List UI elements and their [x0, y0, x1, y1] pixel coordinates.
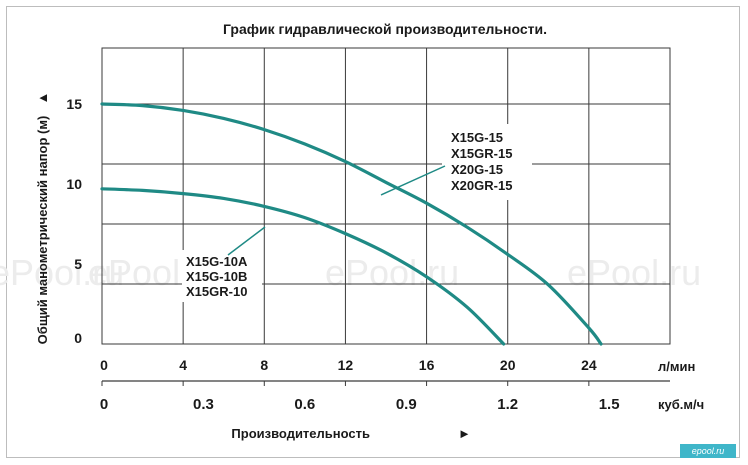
x-tick-label-lmin: 4 — [179, 357, 187, 373]
x-tick-label-m3h: 1.2 — [497, 396, 518, 413]
grid-layer — [101, 47, 671, 386]
series-label-text: X15G-15 — [451, 130, 503, 145]
x-tick-label-m3h: 0 — [100, 396, 108, 413]
chart-frame — [6, 6, 740, 458]
x-unit-lmin: л/мин — [658, 359, 695, 374]
site-badge: epool.ru — [680, 444, 736, 458]
x-tick-label-lmin: 8 — [260, 357, 268, 373]
series-leader-line — [227, 226, 266, 256]
x-tick-label-lmin: 12 — [338, 357, 354, 373]
x-tick-label-m3h: 1.5 — [599, 396, 620, 413]
series-label-text: X15G-10A — [186, 254, 248, 269]
series-label-text: X15GR-15 — [451, 146, 512, 161]
site-badge-text: epool.ru — [692, 446, 725, 456]
curve-series-2 — [100, 187, 506, 346]
chart-title: График гидравлической производительности… — [223, 21, 547, 37]
series-label-text: X20G-15 — [451, 162, 503, 177]
x-tick-label-lmin: 16 — [419, 357, 435, 373]
y-tick-labels: 0 5 10 15 — [66, 96, 82, 346]
y-axis-title-group: Общий манометрический напор (м) — [35, 116, 50, 345]
x-tick-labels: 0 4 8 12 16 20 24 0 0.3 0.6 0.9 1.2 1.5 — [100, 357, 620, 413]
series-leader-line — [380, 165, 446, 196]
x-axis-arrow: ► — [458, 426, 471, 441]
x-tick-label-m3h: 0.9 — [396, 396, 417, 413]
series-label-text: X15GR-10 — [186, 284, 247, 299]
x-tick-label-lmin: 24 — [581, 357, 597, 373]
series-label-text: X20GR-15 — [451, 178, 512, 193]
series-label-text: X15G-10B — [186, 269, 247, 284]
y-axis-title: Общий манометрический напор (м) — [35, 116, 50, 345]
x-tick-label-lmin: 20 — [500, 357, 516, 373]
curves-layer — [100, 102, 603, 346]
x-tick-label-m3h: 0.6 — [294, 396, 315, 413]
y-axis-arrow: ▲ — [35, 92, 50, 105]
y-tick-label: 5 — [74, 256, 82, 272]
x-unit-m3h: куб.м/ч — [658, 397, 704, 412]
y-tick-label: 0 — [74, 330, 82, 346]
x-tick-label-m3h: 0.3 — [193, 396, 214, 413]
x-axis-title: Производительность — [231, 426, 370, 441]
series-label-bg — [182, 250, 262, 302]
watermark-text: ePool.ru — [0, 252, 124, 293]
series-labels: X15G-15X15GR-15X20G-15X20GR-15X15G-10AX1… — [182, 124, 532, 302]
x-tick-label-lmin: 0 — [100, 357, 108, 373]
series-label-bg — [442, 124, 532, 200]
curve-series-1 — [100, 102, 603, 346]
watermark-text: ePool.ru — [325, 252, 459, 293]
y-tick-label: 10 — [66, 176, 82, 192]
y-tick-label: 15 — [66, 96, 82, 112]
plot-border — [101, 47, 671, 345]
watermark-text: ePool.ru — [567, 252, 701, 293]
